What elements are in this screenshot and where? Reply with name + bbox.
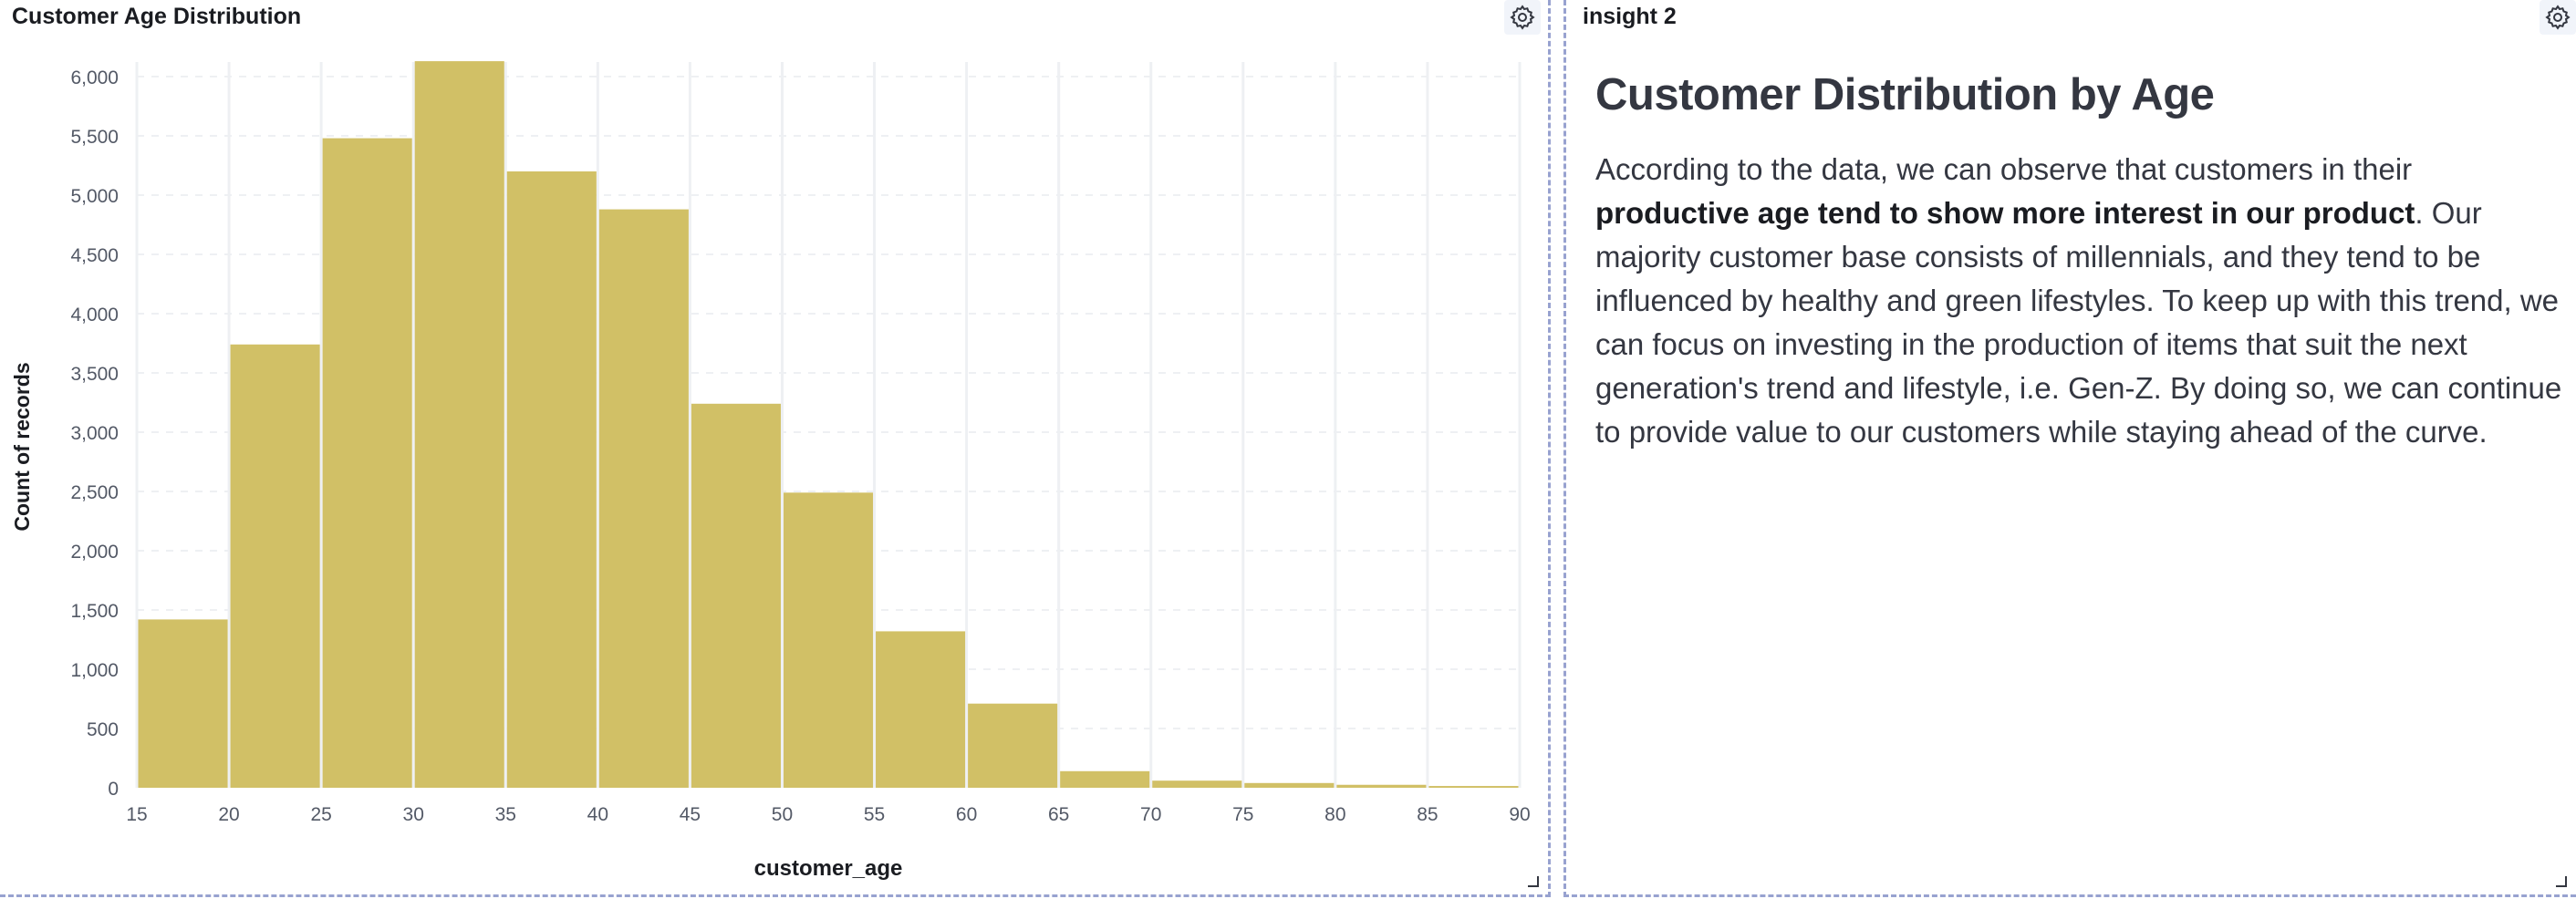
histogram-bar: [506, 171, 597, 788]
x-tick-label: 25: [310, 804, 331, 825]
insight-heading: Customer Distribution by Age: [1595, 70, 2215, 119]
y-tick-label: 5,500: [70, 127, 119, 148]
x-tick-label: 70: [1140, 804, 1161, 825]
resize-handle-icon[interactable]: [1528, 876, 1539, 887]
y-tick-label: 2,500: [70, 482, 119, 503]
histogram-bar: [1152, 780, 1242, 788]
y-tick-label: 4,000: [70, 305, 119, 326]
histogram-bar: [1244, 782, 1335, 788]
histogram-chart: 0 500 1,000 1,500 2,000 2,500 3,000 3,500 4,000 4…: [10, 61, 1531, 881]
y-tick-label: 3,500: [70, 364, 119, 385]
insight-panel: insight 2 Customer Distribution by Age A…: [1563, 0, 2576, 897]
y-tick-label: 0: [108, 779, 119, 800]
histogram-bar: [968, 703, 1058, 788]
histogram-bar: [138, 619, 228, 788]
histogram-bar: [414, 61, 504, 789]
x-tick-label: 15: [126, 804, 147, 825]
x-tick-label: 35: [495, 804, 516, 825]
histogram-bar: [1336, 784, 1427, 788]
y-tick-label: 3,000: [70, 423, 119, 444]
y-tick-label: 6,000: [70, 67, 119, 88]
x-tick-label: 75: [1232, 804, 1253, 825]
insight-paragraph: According to the data, we can observe th…: [1595, 148, 2562, 454]
gear-icon[interactable]: [1504, 0, 1541, 35]
y-tick-label: 5,000: [70, 186, 119, 207]
histogram-bar: [322, 138, 412, 789]
x-tick-label: 85: [1417, 804, 1438, 825]
resize-handle-icon[interactable]: [2556, 876, 2567, 887]
histogram-bar: [1060, 770, 1150, 788]
x-tick-label: 30: [403, 804, 424, 825]
y-tick-label: 1,500: [70, 601, 119, 622]
y-axis-label: Count of records: [10, 362, 34, 531]
x-tick-label: 55: [864, 804, 885, 825]
x-tick-label: 40: [587, 804, 608, 825]
x-tick-label: 65: [1048, 804, 1069, 825]
chart-panel: Customer Age Distribution 0 500 1,000 1,500…: [0, 0, 1551, 897]
x-tick-label: 60: [956, 804, 977, 825]
insight-text: . Our majority customer base consists of…: [1595, 196, 2562, 449]
x-tick-label: 50: [772, 804, 793, 825]
x-axis-label: customer_age: [754, 856, 903, 881]
y-tick-label: 4,500: [70, 245, 119, 266]
x-tick-label: 90: [1509, 804, 1530, 825]
panel-title: insight 2: [1583, 4, 1677, 29]
histogram-bar: [876, 631, 966, 788]
y-tick-label: 2,000: [70, 542, 119, 563]
x-tick-label: 20: [218, 804, 239, 825]
histogram-bar: [691, 403, 781, 788]
panel-title: Customer Age Distribution: [12, 4, 302, 29]
insight-bold-text: productive age tend to show more interes…: [1595, 196, 2415, 230]
histogram-bar: [598, 209, 689, 789]
histogram-bar: [1428, 786, 1519, 788]
histogram-bar: [230, 344, 320, 788]
y-tick-label: 1,000: [70, 660, 119, 681]
markdown-content: Customer Distribution by Age According t…: [1595, 69, 2562, 454]
x-tick-label: 80: [1324, 804, 1345, 825]
insight-text: According to the data, we can observe th…: [1595, 152, 2413, 186]
gear-icon[interactable]: [2540, 0, 2576, 35]
x-tick-label: 45: [680, 804, 701, 825]
y-tick-label: 500: [87, 719, 119, 740]
histogram-bar: [783, 492, 874, 788]
